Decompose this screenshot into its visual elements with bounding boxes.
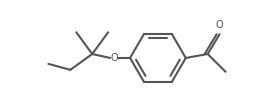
Text: O: O	[216, 20, 223, 30]
Text: O: O	[110, 53, 118, 63]
